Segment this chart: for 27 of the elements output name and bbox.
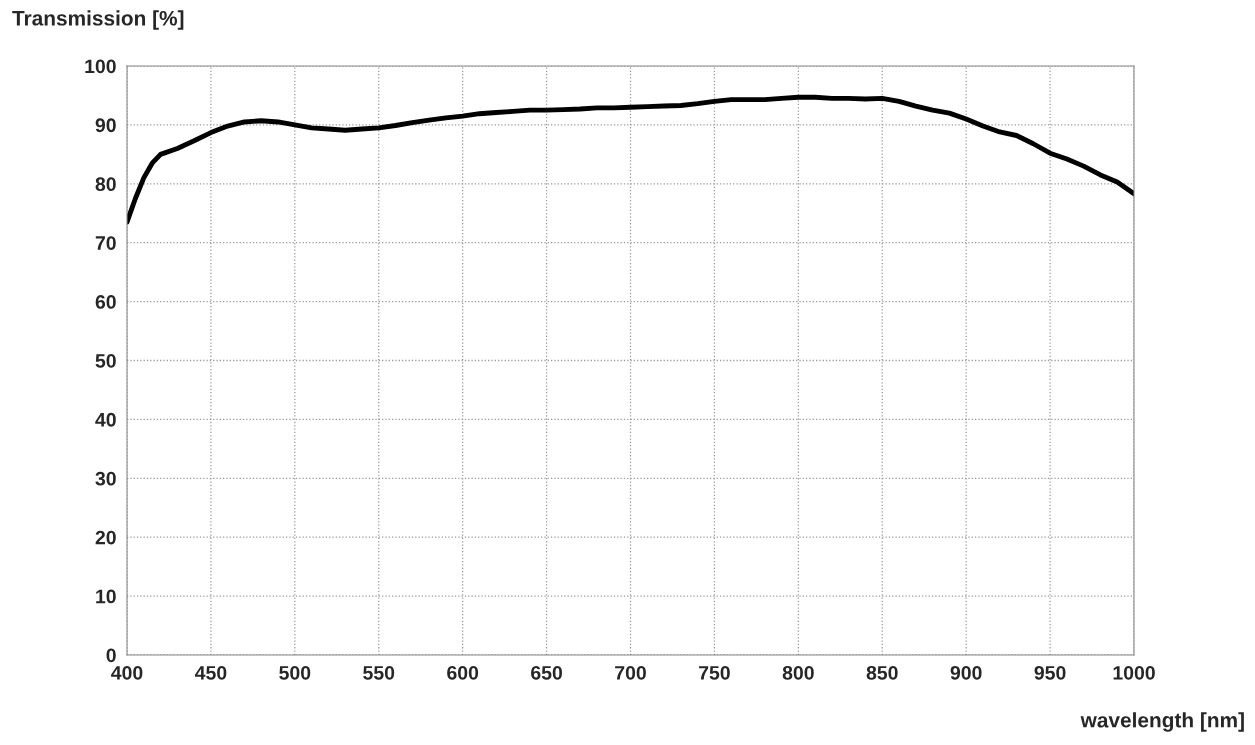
line-series xyxy=(127,94,1134,225)
y-tick-label: 40 xyxy=(95,412,116,427)
x-tick-label: 850 xyxy=(866,665,898,680)
x-tick-label: 900 xyxy=(950,665,982,680)
x-tick-label: 400 xyxy=(111,665,143,680)
y-tick-label: 70 xyxy=(95,236,116,250)
y-tick-label: 60 xyxy=(95,295,116,309)
x-tick-label: 650 xyxy=(531,665,563,680)
x-tick-label: 950 xyxy=(1034,665,1066,680)
x-tick-label: 500 xyxy=(279,665,311,680)
x-tick-label: 800 xyxy=(782,665,814,680)
y-tick-label: 0 xyxy=(106,648,116,663)
x-tick-label: 450 xyxy=(194,665,227,680)
y-tick-label: 100 xyxy=(85,59,116,74)
x-tick-label: 750 xyxy=(699,665,730,680)
y-tick-label: 10 xyxy=(96,589,116,604)
x-tick-label: 600 xyxy=(447,665,479,680)
x-tick-label: 1000 xyxy=(1113,665,1155,680)
y-axis-title: Transmission [%] xyxy=(12,10,184,30)
y-tick-label: 20 xyxy=(95,530,116,545)
x-tick-label: 550 xyxy=(363,665,395,680)
y-tick-label: 50 xyxy=(95,353,116,368)
x-tick-label: 700 xyxy=(615,665,646,680)
y-tick-label: 30 xyxy=(95,471,116,486)
y-tick-label: 90 xyxy=(95,118,116,133)
y-tick-label: 80 xyxy=(95,177,116,192)
x-axis-title: wavelength [nm] xyxy=(1080,712,1244,732)
